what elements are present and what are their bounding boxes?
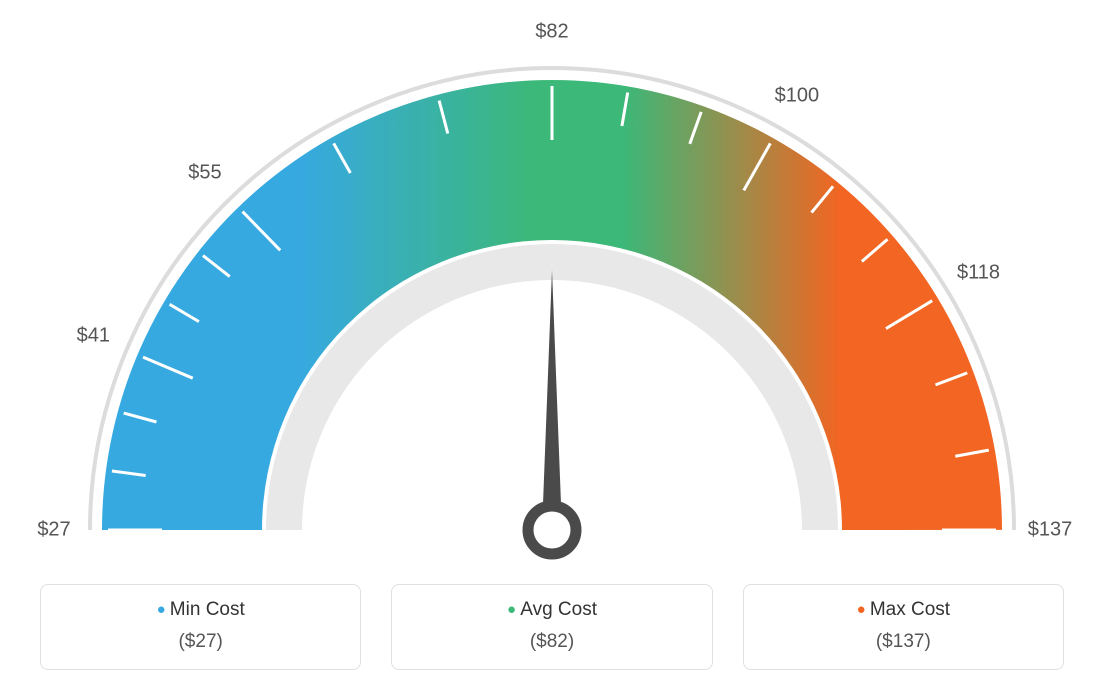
- chart-container: $27 $41 $55 $82 $100 $118 $137 Min Cost ($27) …: [0, 0, 1104, 690]
- legend-card-avg: Avg Cost ($82): [391, 584, 712, 670]
- gauge-svg: [0, 0, 1104, 560]
- gauge-tick-label: $55: [188, 161, 221, 184]
- gauge-tick-label: $41: [77, 325, 110, 348]
- gauge-tick-label: $27: [37, 519, 70, 542]
- legend-value-max: ($137): [754, 631, 1053, 653]
- legend-title-avg: Avg Cost: [402, 599, 701, 621]
- gauge-tick-label: $118: [957, 261, 1000, 284]
- legend-value-avg: ($82): [402, 631, 701, 653]
- gauge-tick-label: $100: [775, 85, 820, 108]
- legend-title-min: Min Cost: [51, 599, 350, 621]
- gauge-tick-label: $82: [535, 21, 568, 44]
- legend-row: Min Cost ($27) Avg Cost ($82) Max Cost (…: [40, 584, 1064, 670]
- legend-value-min: ($27): [51, 631, 350, 653]
- gauge-chart: $27 $41 $55 $82 $100 $118 $137: [0, 0, 1104, 560]
- legend-card-max: Max Cost ($137): [743, 584, 1064, 670]
- legend-card-min: Min Cost ($27): [40, 584, 361, 670]
- legend-title-max: Max Cost: [754, 599, 1053, 621]
- gauge-tick-label: $137: [1028, 519, 1073, 542]
